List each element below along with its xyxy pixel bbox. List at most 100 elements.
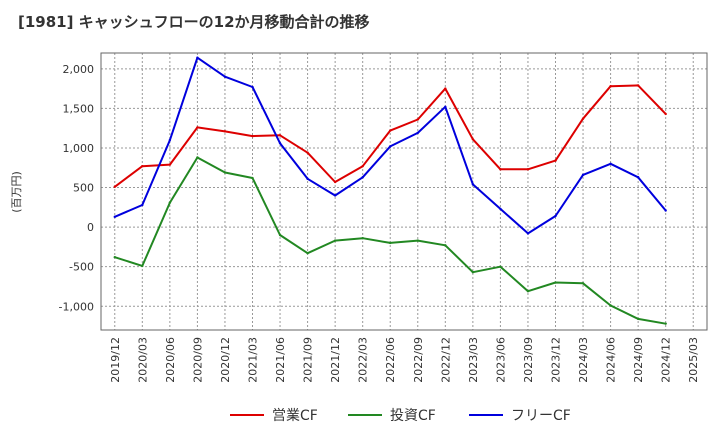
y-tick-label: 0 xyxy=(87,221,94,234)
data-point xyxy=(581,282,585,285)
x-tick-label: 2024/03 xyxy=(577,337,590,383)
x-tick-label: 2025/03 xyxy=(687,337,700,383)
x-tick-label: 2020/09 xyxy=(191,337,204,383)
data-point xyxy=(196,56,199,59)
data-point xyxy=(168,201,172,204)
y-axis-label: (百万円) xyxy=(10,171,23,213)
data-point xyxy=(333,194,337,197)
data-point xyxy=(664,209,667,212)
data-point xyxy=(471,271,475,274)
data-point xyxy=(471,183,475,186)
data-point xyxy=(278,233,282,237)
legend-label: 営業CF xyxy=(272,408,318,424)
x-tick-label: 2021/09 xyxy=(302,337,315,383)
data-point xyxy=(416,131,419,135)
data-point xyxy=(581,117,585,120)
data-point xyxy=(251,176,254,180)
data-point xyxy=(141,264,144,268)
x-tick-label: 2021/03 xyxy=(247,337,260,383)
data-point xyxy=(361,176,364,179)
data-point xyxy=(223,130,227,133)
data-point xyxy=(278,134,282,137)
data-point xyxy=(416,118,419,121)
data-point xyxy=(333,239,337,242)
x-tick-label: 2024/09 xyxy=(632,337,645,383)
data-point xyxy=(609,85,612,88)
y-axis-ticks: -1,000 -500 0 500 1,000 1,500 2,000 xyxy=(59,63,94,313)
data-point xyxy=(554,281,557,284)
data-point xyxy=(196,126,199,129)
data-point xyxy=(526,232,530,235)
grid-lines xyxy=(101,53,707,330)
series-line-0 xyxy=(114,84,667,188)
y-tick-label: -500 xyxy=(69,261,94,274)
legend-label: 投資CF xyxy=(390,408,436,424)
data-point xyxy=(278,142,282,145)
data-point xyxy=(581,173,585,177)
x-tick-label: 2022/12 xyxy=(439,337,452,383)
data-point xyxy=(499,168,502,171)
data-point xyxy=(333,180,337,184)
x-tick-label: 2020/06 xyxy=(164,337,177,383)
data-point xyxy=(389,145,392,148)
data-point xyxy=(113,255,116,259)
data-point xyxy=(664,112,667,116)
x-tick-label: 2020/12 xyxy=(219,337,232,383)
data-point xyxy=(444,87,447,90)
data-point xyxy=(526,168,530,171)
data-point xyxy=(609,304,612,307)
y-tick-label: 500 xyxy=(73,182,94,195)
data-point xyxy=(306,252,309,255)
x-tick-label: 2024/06 xyxy=(605,337,618,383)
data-point xyxy=(196,156,199,159)
data-point xyxy=(554,159,557,162)
data-point xyxy=(361,236,364,240)
x-tick-label: 2024/12 xyxy=(660,337,673,383)
data-point xyxy=(554,214,557,218)
data-point xyxy=(499,265,502,268)
data-point xyxy=(609,162,612,165)
x-tick-label: 2022/06 xyxy=(384,337,397,383)
data-point xyxy=(141,164,144,168)
data-point xyxy=(526,290,530,293)
data-point xyxy=(306,177,309,181)
x-tick-label: 2020/03 xyxy=(136,337,149,383)
x-tick-label: 2021/06 xyxy=(274,337,287,383)
y-tick-label: 2,000 xyxy=(63,63,95,76)
x-tick-label: 2023/09 xyxy=(522,337,535,383)
data-point xyxy=(223,75,227,78)
data-point xyxy=(113,215,116,219)
data-point xyxy=(499,207,502,211)
legend-label: フリーCF xyxy=(511,408,571,424)
y-tick-label: -1,000 xyxy=(59,300,94,313)
data-point xyxy=(664,322,667,325)
data-point xyxy=(168,163,172,166)
x-tick-label: 2023/06 xyxy=(494,337,507,383)
data-point xyxy=(389,241,392,245)
data-point xyxy=(168,138,172,142)
data-point xyxy=(636,317,640,321)
data-point xyxy=(444,105,447,109)
data-point xyxy=(471,138,475,141)
y-tick-label: 1,500 xyxy=(63,102,95,115)
data-point xyxy=(306,151,309,154)
y-tick-label: 1,000 xyxy=(63,142,95,155)
chart-title: [1981] キャッシュフローの12か月移動合計の推移 xyxy=(18,13,370,31)
data-point xyxy=(416,239,419,242)
data-point xyxy=(636,84,640,87)
data-point xyxy=(636,176,640,179)
x-tick-label: 2019/12 xyxy=(109,337,122,383)
x-tick-label: 2022/03 xyxy=(357,337,370,383)
data-point xyxy=(113,185,116,188)
legend: 営業CF 投資CF フリーCF xyxy=(230,408,571,424)
data-point xyxy=(141,203,144,207)
data-point xyxy=(223,171,227,174)
data-point xyxy=(444,244,447,247)
x-tick-label: 2021/12 xyxy=(329,337,342,383)
data-point xyxy=(251,134,254,138)
data-point xyxy=(361,164,364,168)
x-tick-label: 2023/12 xyxy=(550,337,563,383)
x-tick-label: 2022/09 xyxy=(412,337,425,383)
series-lines xyxy=(113,56,667,325)
